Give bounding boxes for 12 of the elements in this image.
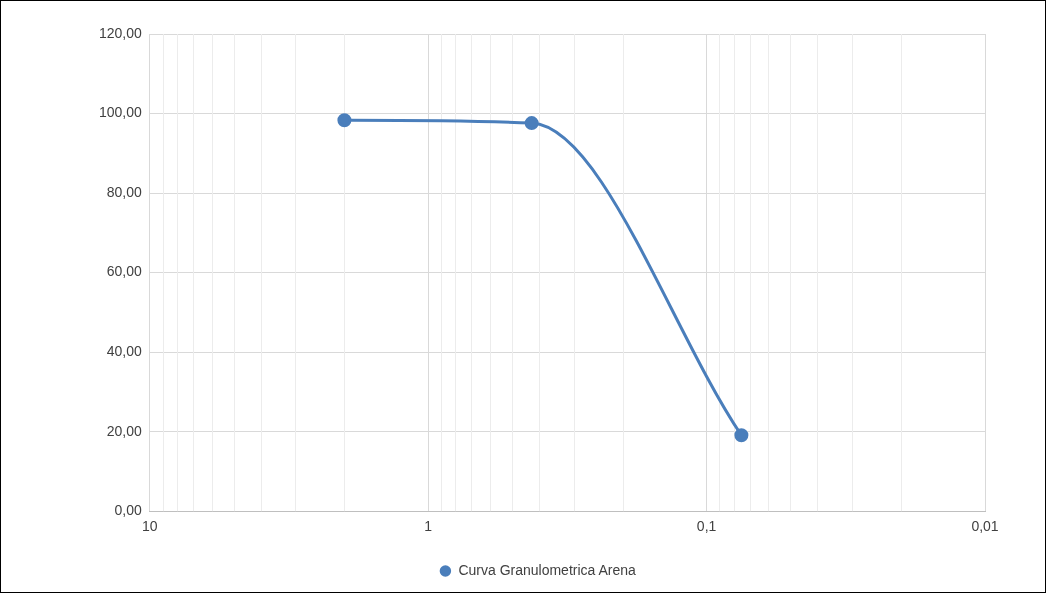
y-tick-label: 0,00 [114,502,143,519]
y-tick-label: 40,00 [106,342,143,359]
y-tick-label: 20,00 [106,422,143,439]
x-tick-label: 0,1 [696,518,717,535]
legend-label: Curva Granulometrica Arena [458,561,637,578]
y-tick-label: 80,00 [106,183,143,200]
y-tick-label: 120,00 [98,24,143,41]
x-tick-label: 0,01 [971,518,999,535]
y-tick-label: 100,00 [98,104,143,121]
x-tick-label: 10 [142,518,158,535]
y-tick-label: 60,00 [106,263,143,280]
x-tick-label: 1 [424,518,433,535]
